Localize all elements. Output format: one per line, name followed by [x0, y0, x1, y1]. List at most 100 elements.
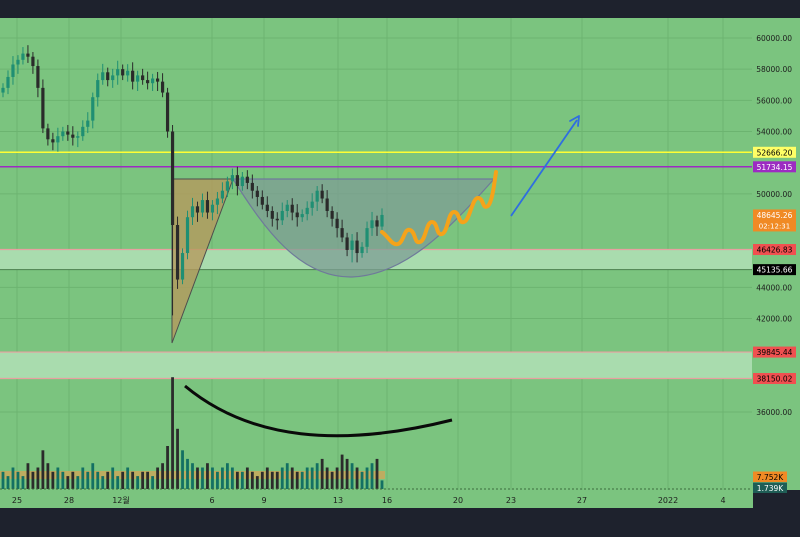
candle-body — [96, 80, 100, 98]
volume-bar — [335, 467, 339, 489]
grid-lines — [0, 18, 752, 490]
candle-body — [116, 69, 120, 76]
volume-bar — [86, 471, 90, 489]
price-tag-zone2-bottom: 38150.02 — [753, 372, 796, 384]
trend-arrow-line — [510, 119, 578, 217]
candle-body — [151, 78, 155, 84]
candle-body — [126, 70, 130, 76]
volume-bar — [191, 463, 194, 489]
price-tag-countdown: 02:12:31 — [759, 222, 790, 230]
candle-body — [16, 59, 20, 65]
candle-body — [340, 228, 344, 238]
volume-bar — [131, 471, 135, 489]
x-tick-label: 9 — [261, 496, 266, 505]
candle-body — [345, 237, 349, 250]
volume-bar — [325, 467, 329, 489]
x-tick-label: 6 — [209, 496, 214, 505]
trend-arrow-head — [569, 115, 580, 127]
support-zone-lower — [0, 352, 752, 379]
volume-bar — [176, 428, 179, 489]
volume-bar — [315, 463, 319, 489]
price-tag-purple-level: 51734.15 — [753, 161, 796, 173]
y-tick-label: 44000.00 — [756, 283, 792, 292]
volume-bar — [11, 467, 15, 489]
candle-body — [101, 72, 105, 81]
candle-body — [225, 181, 230, 191]
bottom-frame — [0, 508, 800, 533]
candle-body — [136, 75, 140, 82]
y-tick-label: 50000.00 — [756, 190, 792, 199]
candle-body — [300, 214, 304, 218]
candle-body — [71, 134, 75, 138]
candle-body — [370, 220, 374, 229]
candle-body — [350, 240, 354, 250]
x-tick-label: 20 — [453, 496, 463, 505]
candle-body — [160, 81, 165, 93]
volume-bar — [96, 471, 100, 489]
candle-body — [365, 228, 369, 247]
candle-body — [155, 78, 160, 82]
volume-bar — [136, 476, 140, 489]
candle-body — [81, 126, 85, 137]
volume-bar — [235, 471, 239, 489]
candle-body — [86, 120, 90, 127]
y-tick-label: 36000.00 — [756, 408, 792, 417]
volume-bar — [275, 471, 279, 489]
candle-body — [61, 131, 65, 137]
volume-bar — [181, 450, 184, 489]
candle-body — [230, 175, 234, 182]
price-tag-label: 39845.44 — [757, 348, 793, 357]
price-tag-label: 45135.66 — [757, 266, 793, 275]
candle-body — [215, 198, 220, 205]
price-tag-zone1-top: 46426.83 — [753, 244, 796, 256]
candle-body — [1, 87, 5, 93]
candle-body — [106, 72, 110, 81]
candle-body — [335, 218, 339, 229]
candle-body — [285, 204, 289, 211]
volume-bar — [280, 467, 284, 489]
candle-body — [245, 176, 249, 183]
candle-body — [91, 97, 95, 121]
volume-bar — [56, 467, 60, 489]
candle-body — [180, 253, 185, 280]
volume-bar — [375, 458, 379, 489]
volume-bar — [101, 476, 105, 489]
volume-tag-label: 1.739K — [757, 484, 784, 493]
cup-shape — [231, 178, 496, 278]
volume-tag-box — [753, 471, 787, 482]
price-tag-box — [753, 146, 796, 158]
volume-bar — [206, 463, 209, 489]
y-tick-label: 42000.00 — [756, 315, 792, 324]
price-tag-label: 46426.83 — [757, 246, 793, 255]
x-tick-label: 27 — [577, 496, 587, 505]
volume-bar — [320, 458, 324, 489]
candle-body — [255, 190, 259, 197]
candle-body — [175, 225, 180, 280]
candles — [1, 45, 384, 316]
candle-body — [290, 204, 294, 213]
candle-body — [21, 53, 25, 60]
volume-bar — [360, 471, 364, 489]
price-tag-label: 48645.26 — [757, 211, 793, 220]
volume-bar — [121, 471, 125, 489]
volume-bar — [305, 467, 309, 489]
candle-body — [26, 53, 30, 57]
volume-tag-volume-ma: 7.752K — [753, 471, 787, 482]
projection-wave — [380, 170, 498, 247]
volume-bar — [196, 467, 199, 489]
volume-bar — [106, 471, 110, 489]
x-tick-label: 28 — [64, 496, 74, 505]
candle-body — [305, 207, 309, 215]
volume-bar — [71, 471, 75, 489]
volume-bar — [156, 467, 159, 489]
volume-bar — [61, 471, 65, 489]
volume-bar — [111, 467, 115, 489]
price-tag-label: 52666.20 — [757, 148, 793, 157]
candle-body — [235, 175, 239, 187]
candle-body — [325, 198, 329, 211]
volume-bar — [76, 476, 80, 489]
candle-body — [380, 214, 384, 227]
x-tick-label: 23 — [506, 496, 516, 505]
